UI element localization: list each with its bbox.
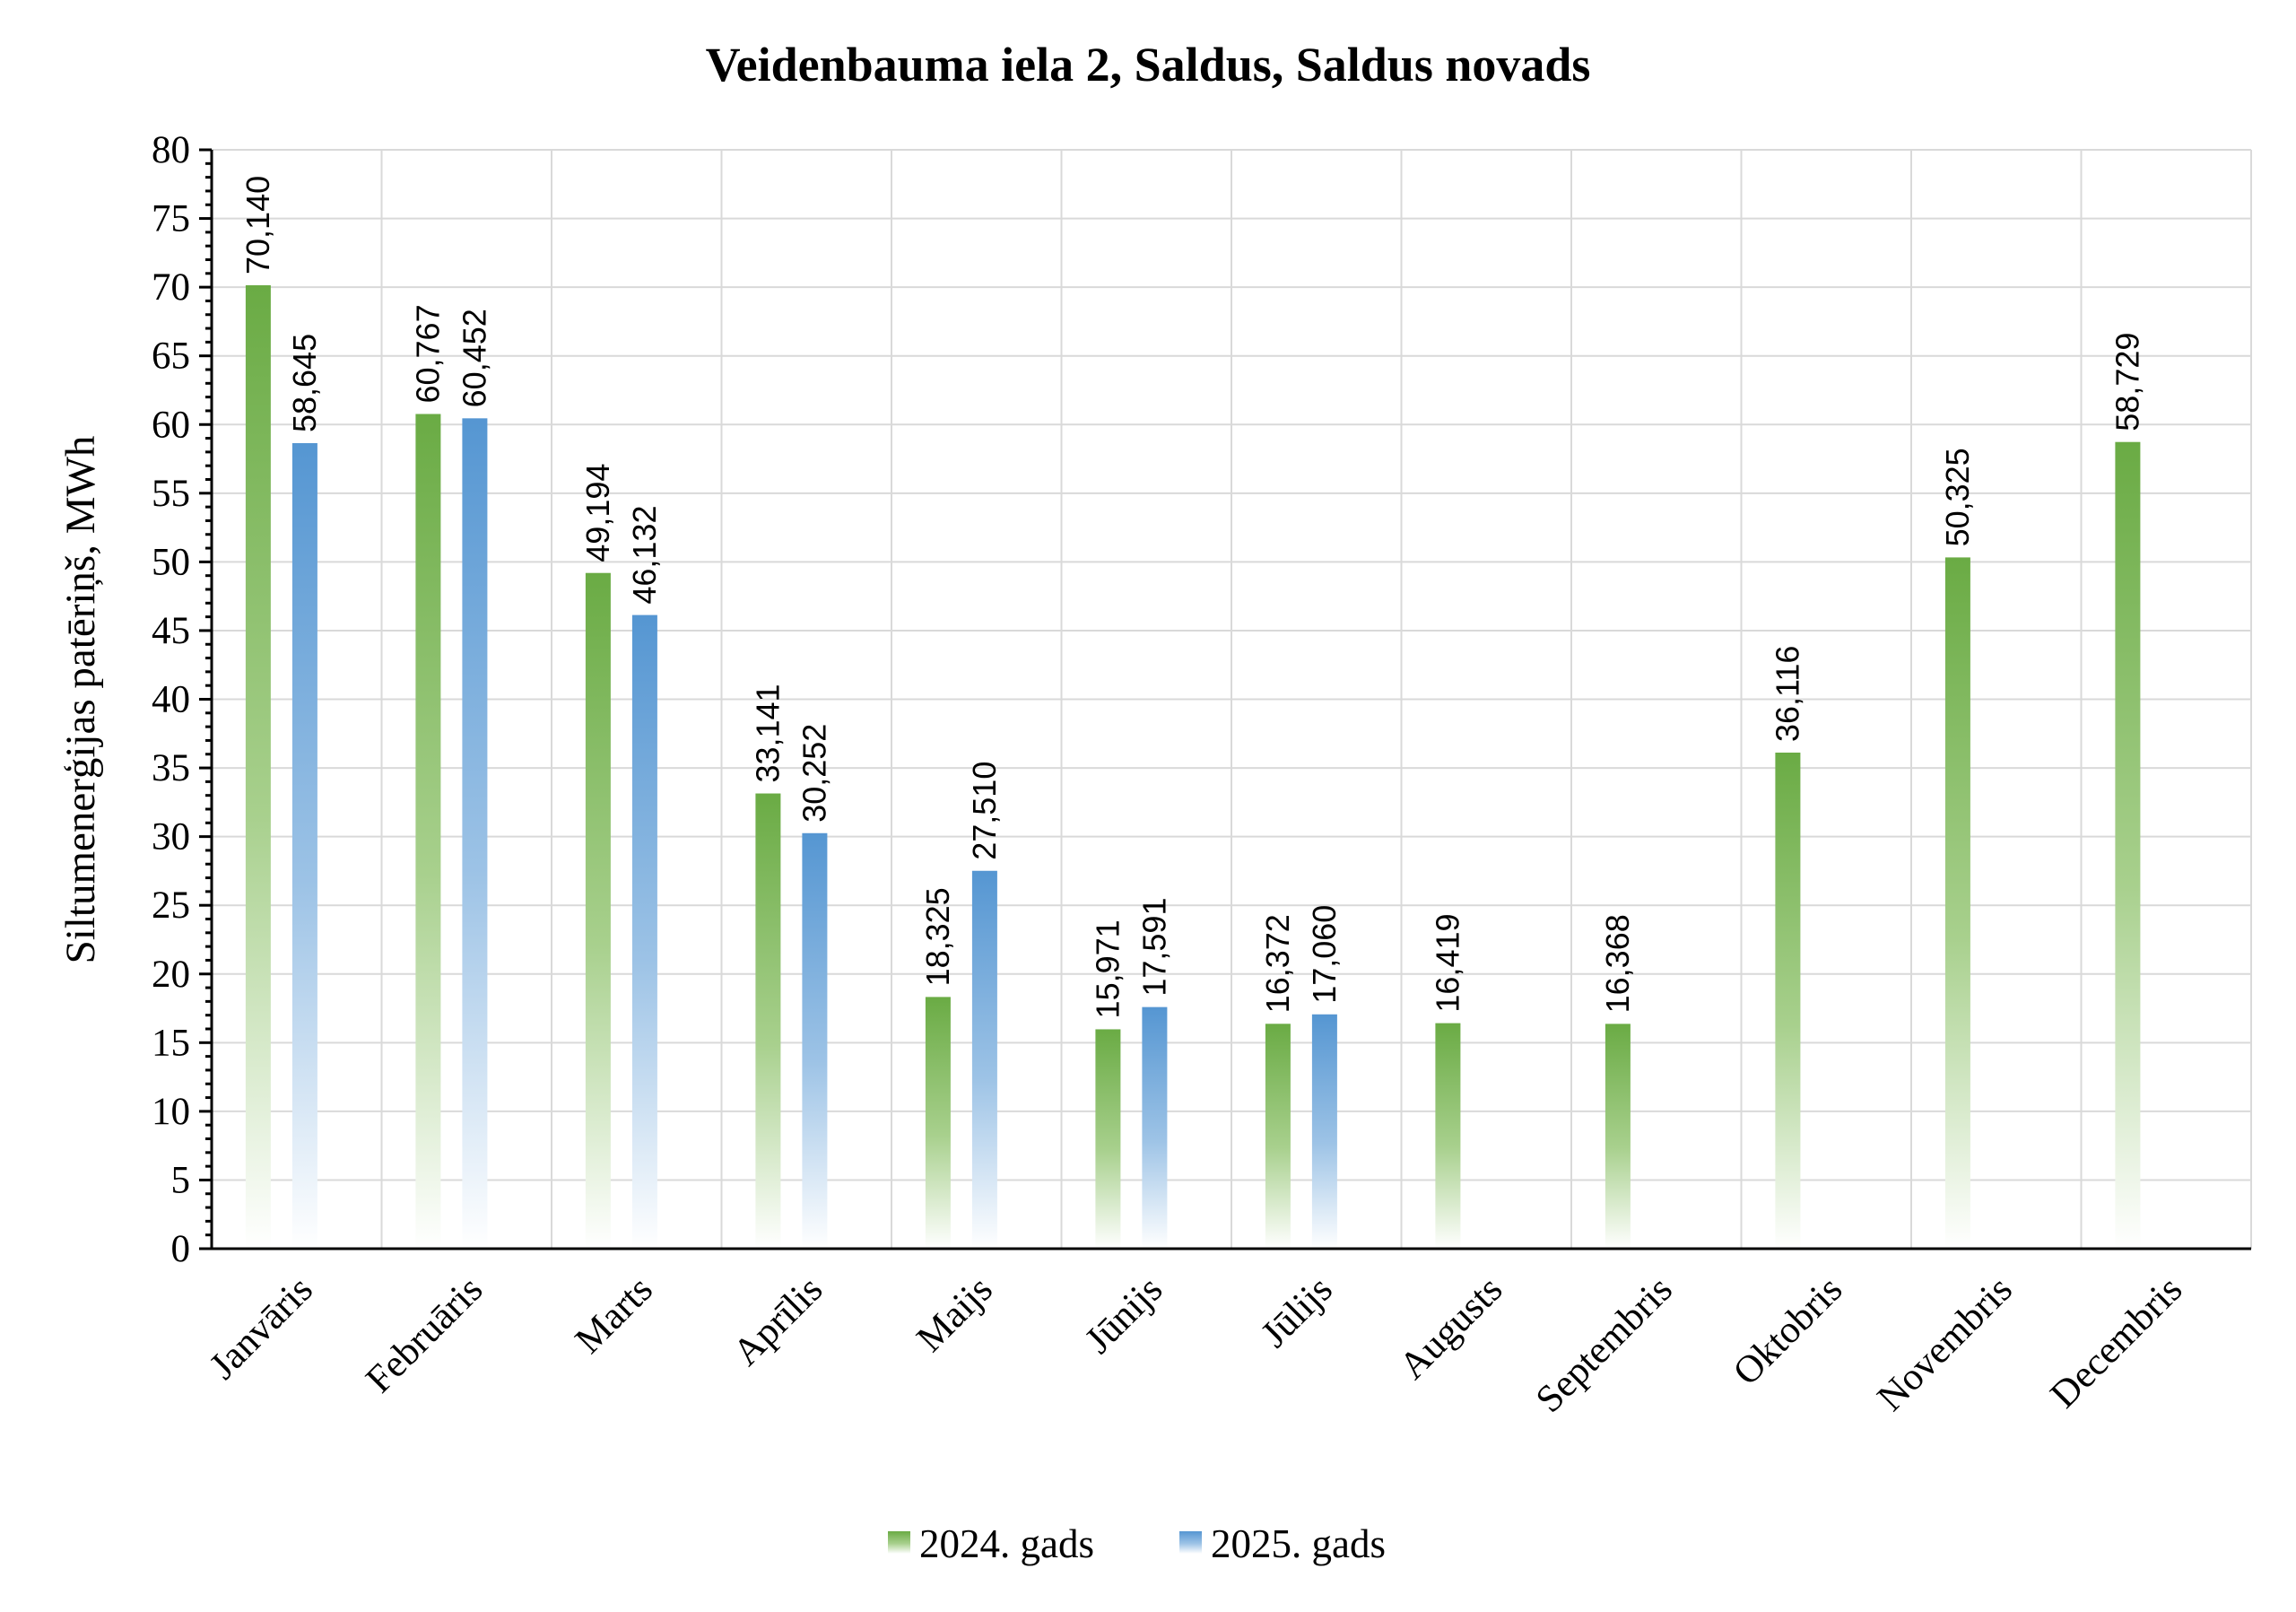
data-label: 16,368: [1599, 914, 1636, 1013]
bar-2025: [802, 832, 828, 1249]
y-axis-label: Siltumenerģijas patēriņš, MWh: [57, 436, 104, 964]
bar-2024: [755, 793, 781, 1249]
legend-swatch-2025: [1179, 1531, 1202, 1554]
chart-title: Veidenbauma iela 2, Saldus, Saldus novad…: [706, 38, 1591, 91]
data-label: 58,729: [2109, 333, 2145, 431]
x-tick-label: Jūnijs: [1077, 1268, 1170, 1362]
bar-2024: [1265, 1024, 1291, 1249]
bar-2025: [291, 442, 317, 1250]
bar-2024: [1944, 557, 1970, 1249]
labels-layer: 70,140 58,645 60,767 60,452 49,194 46,132 33,1…: [239, 176, 2145, 1019]
data-label: 49,194: [579, 464, 616, 562]
x-tick-label: Oktobris: [1726, 1268, 1851, 1394]
bar-2024: [2115, 441, 2141, 1250]
y-tick-label: 30: [152, 816, 190, 858]
y-tick-label: 70: [152, 266, 190, 309]
bar-2025: [1142, 1006, 1168, 1249]
data-label: 70,140: [239, 176, 276, 274]
y-tick-label: 10: [152, 1091, 190, 1133]
data-label: 33,141: [749, 684, 786, 782]
x-tick-label: Marts: [568, 1268, 661, 1362]
bar-2024: [585, 572, 611, 1249]
bar-2024: [1095, 1029, 1121, 1249]
legend-label-2025: 2025. gads: [1211, 1521, 1386, 1566]
x-tick-label: Jūlijs: [1253, 1268, 1340, 1355]
data-label: 16,372: [1259, 914, 1296, 1013]
y-tick-label: 60: [152, 404, 190, 446]
bar-2024: [415, 414, 441, 1249]
bar-2024: [1775, 752, 1801, 1249]
data-label: 58,645: [286, 334, 323, 432]
y-tick-label: 15: [152, 1022, 190, 1064]
bar-2024: [245, 284, 271, 1250]
y-tick-label: 0: [171, 1228, 191, 1270]
bar-2024: [925, 997, 951, 1249]
x-tick-label: Maijs: [909, 1268, 1000, 1360]
y-tick-label: 65: [152, 335, 190, 378]
data-label: 60,452: [456, 309, 492, 407]
legend-label-2024: 2024. gads: [919, 1521, 1094, 1566]
bar-2025: [971, 870, 997, 1249]
y-tick-label: 80: [152, 129, 190, 171]
y-tick-label: 75: [152, 198, 190, 240]
y-tick-label: 5: [171, 1159, 191, 1201]
legend: 2024. gads 2025. gads: [888, 1521, 1386, 1566]
data-label: 27,510: [966, 762, 1003, 860]
data-label: 36,116: [1769, 646, 1805, 742]
bar-2024: [1605, 1024, 1631, 1249]
bar-2024: [1435, 1023, 1461, 1249]
x-tick-label: Decembris: [2042, 1268, 2190, 1416]
data-label: 60,767: [409, 304, 446, 403]
y-tick-label: 45: [152, 610, 190, 652]
x-tick-label: Novembris: [1869, 1268, 2020, 1419]
legend-swatch-2024: [888, 1531, 910, 1554]
x-tick-label: Aprīlis: [726, 1268, 831, 1374]
bars-layer: [245, 284, 2141, 1250]
y-tick-label: 25: [152, 884, 190, 927]
data-label: 16,419: [1429, 913, 1465, 1012]
data-label: 50,325: [1939, 448, 1976, 546]
bar-2025: [462, 418, 488, 1249]
bar-2025: [631, 614, 657, 1249]
data-label: 18,325: [919, 887, 956, 986]
y-tick-label: 55: [152, 473, 190, 515]
data-label: 46,132: [626, 505, 663, 604]
y-tick-label: 40: [152, 679, 190, 721]
data-label: 15,971: [1089, 919, 1126, 1018]
x-tick-label: Augusts: [1391, 1268, 1510, 1388]
x-tick-label: Februāris: [358, 1268, 491, 1401]
x-tick-label: Septembris: [1528, 1268, 1681, 1421]
data-label: 17,060: [1306, 905, 1343, 1004]
bar-2025: [1311, 1014, 1337, 1249]
y-tick-label: 50: [152, 541, 190, 583]
y-tick-label: 20: [152, 954, 190, 996]
data-label: 30,252: [796, 724, 832, 823]
x-tick-label: Janvāris: [202, 1268, 321, 1388]
y-tick-label: 35: [152, 747, 190, 789]
data-label: 17,591: [1135, 898, 1172, 997]
grid-layer: [212, 149, 2252, 1249]
